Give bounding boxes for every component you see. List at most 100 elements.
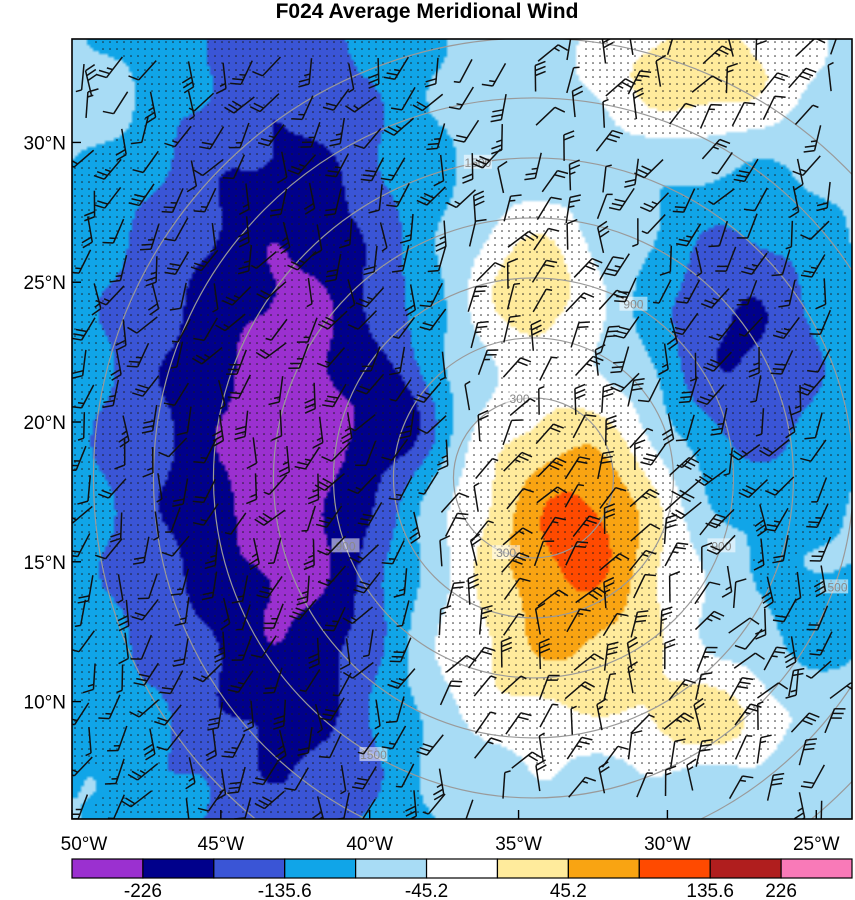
- stipple-dot: [319, 377, 321, 379]
- stipple-dot: [165, 195, 167, 197]
- stipple-dot: [207, 174, 209, 176]
- stipple-dot: [333, 97, 335, 99]
- stipple-dot: [403, 83, 405, 85]
- stipple-dot: [207, 426, 209, 428]
- stipple-dot: [109, 377, 111, 379]
- stipple-dot: [361, 216, 363, 218]
- stipple-dot: [704, 83, 706, 85]
- stipple-dot: [144, 300, 146, 302]
- stipple-dot: [746, 314, 748, 316]
- stipple-dot: [732, 97, 734, 99]
- stipple-dot: [95, 237, 97, 239]
- stipple-dot: [284, 181, 286, 183]
- stipple-dot: [830, 377, 832, 379]
- stipple-dot: [711, 97, 713, 99]
- stipple-dot: [109, 447, 111, 449]
- stipple-dot: [151, 300, 153, 302]
- stipple-dot: [319, 433, 321, 435]
- stipple-dot: [795, 433, 797, 435]
- stipple-dot: [109, 272, 111, 274]
- stipple-dot: [823, 321, 825, 323]
- stipple-dot: [242, 307, 244, 309]
- stipple-dot: [193, 188, 195, 190]
- stipple-dot: [557, 405, 559, 407]
- stipple-dot: [116, 216, 118, 218]
- stipple-dot: [263, 412, 265, 414]
- stipple-dot: [494, 314, 496, 316]
- stipple-dot: [130, 412, 132, 414]
- stipple-dot: [571, 300, 573, 302]
- stipple-dot: [193, 97, 195, 99]
- stipple-dot: [725, 363, 727, 365]
- stipple-dot: [522, 440, 524, 442]
- stipple-dot: [256, 433, 258, 435]
- stipple-dot: [165, 83, 167, 85]
- stipple-dot: [214, 195, 216, 197]
- stipple-dot: [242, 97, 244, 99]
- stipple-dot: [200, 300, 202, 302]
- stipple-dot: [662, 69, 664, 71]
- stipple-dot: [487, 342, 489, 344]
- stipple-dot: [690, 265, 692, 267]
- stipple-dot: [368, 139, 370, 141]
- stipple-dot: [186, 335, 188, 337]
- stipple-dot: [144, 223, 146, 225]
- stipple-dot: [102, 363, 104, 365]
- stipple-dot: [634, 426, 636, 428]
- stipple-dot: [718, 356, 720, 358]
- stipple-dot: [760, 307, 762, 309]
- stipple-dot: [207, 293, 209, 295]
- stipple-dot: [816, 314, 818, 316]
- stipple-dot: [221, 209, 223, 211]
- stipple-dot: [417, 209, 419, 211]
- stipple-dot: [732, 118, 734, 120]
- stipple-dot: [333, 370, 335, 372]
- stipple-dot: [487, 314, 489, 316]
- stipple-dot: [298, 272, 300, 274]
- stipple-dot: [697, 237, 699, 239]
- stipple-dot: [830, 391, 832, 393]
- stipple-dot: [753, 307, 755, 309]
- stipple-dot: [536, 349, 538, 351]
- stipple-dot: [347, 181, 349, 183]
- stipple-dot: [354, 447, 356, 449]
- stipple-dot: [823, 426, 825, 428]
- stipple-dot: [368, 181, 370, 183]
- stipple-dot: [571, 433, 573, 435]
- stipple-dot: [718, 419, 720, 421]
- stipple-dot: [718, 342, 720, 344]
- stipple-dot: [326, 237, 328, 239]
- stipple-dot: [746, 76, 748, 78]
- stipple-dot: [599, 405, 601, 407]
- stipple-dot: [627, 111, 629, 113]
- stipple-dot: [214, 412, 216, 414]
- stipple-dot: [676, 230, 678, 232]
- stipple-dot: [179, 41, 181, 43]
- stipple-dot: [151, 391, 153, 393]
- stipple-dot: [172, 188, 174, 190]
- stipple-dot: [305, 48, 307, 50]
- stipple-dot: [326, 62, 328, 64]
- stipple-dot: [438, 188, 440, 190]
- stipple-dot: [354, 279, 356, 281]
- stipple-dot: [256, 195, 258, 197]
- stipple-dot: [270, 321, 272, 323]
- stipple-dot: [235, 356, 237, 358]
- stipple-dot: [284, 62, 286, 64]
- stipple-dot: [137, 209, 139, 211]
- stipple-dot: [389, 286, 391, 288]
- stipple-dot: [683, 223, 685, 225]
- stipple-dot: [256, 307, 258, 309]
- stipple-dot: [669, 202, 671, 204]
- stipple-dot: [424, 153, 426, 155]
- stipple-dot: [802, 370, 804, 372]
- stipple-dot: [179, 188, 181, 190]
- stipple-dot: [669, 195, 671, 197]
- stipple-dot: [837, 384, 839, 386]
- stipple-dot: [186, 314, 188, 316]
- stipple-dot: [228, 174, 230, 176]
- stipple-dot: [74, 391, 76, 393]
- stipple-dot: [697, 230, 699, 232]
- stipple-dot: [396, 384, 398, 386]
- stipple-dot: [214, 69, 216, 71]
